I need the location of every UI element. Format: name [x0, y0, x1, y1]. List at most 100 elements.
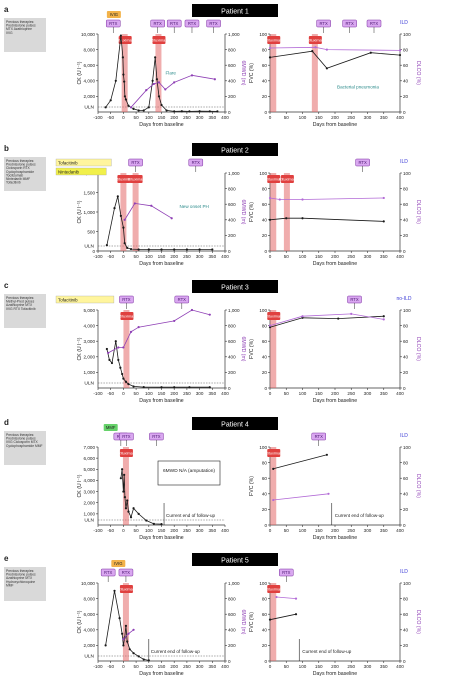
x-tick-label: 400 — [396, 528, 404, 533]
rtx-label: RTX — [170, 21, 179, 26]
y2-tick-label: 100 — [403, 171, 411, 176]
y2-tick-label: 80 — [403, 460, 409, 465]
y-tick-label: 100 — [259, 32, 267, 37]
therapy-line: Prednisolone pulses — [6, 24, 36, 28]
y2-tick-label: 100 — [403, 581, 411, 586]
x-tick-label: 250 — [347, 115, 355, 120]
ivig-label: IVIG — [114, 561, 122, 566]
therapy-line: MTX Azathioprine — [6, 27, 32, 31]
uln-label: ULN — [84, 244, 94, 250]
x-axis-label: Days from baseline — [313, 671, 358, 677]
x-tick-label: 300 — [364, 115, 372, 120]
y-tick-label: 60 — [262, 63, 268, 68]
x-tick-label: 350 — [380, 254, 388, 259]
dlco-point — [275, 595, 278, 599]
patient-header: Patient 5 — [221, 557, 249, 564]
y2-tick-label: 600 — [228, 612, 236, 617]
y2-tick-label: 20 — [403, 507, 409, 512]
y2-tick-label: 20 — [403, 643, 409, 648]
dlco-point — [272, 498, 275, 502]
rtx-label: RTX — [350, 297, 359, 302]
x-tick-label: 150 — [158, 254, 166, 259]
y2-axis-label: 6MWD (m) — [240, 60, 246, 85]
y2-tick-label: 0 — [228, 110, 231, 115]
ck-line — [106, 341, 210, 388]
ck-point — [118, 617, 121, 620]
ck-line — [120, 469, 162, 525]
y2-tick-label: 20 — [403, 233, 409, 238]
y-tick-label: 60 — [262, 202, 268, 207]
x-tick-label: 50 — [284, 528, 290, 533]
ck-point — [137, 655, 140, 658]
ck-point — [124, 380, 128, 383]
sixmwd-point — [129, 106, 133, 109]
ck-point — [108, 358, 111, 362]
x-tick-label: 100 — [145, 115, 153, 120]
therapy-box — [4, 294, 46, 328]
ck-point — [121, 468, 124, 471]
y-tick-label: 0 — [264, 386, 267, 391]
ck-point — [132, 385, 135, 388]
rituximab-band — [122, 583, 129, 661]
nintedanib-bar — [55, 167, 107, 176]
ck-point — [126, 640, 129, 643]
y2-tick-label: 400 — [228, 628, 236, 633]
x-tick-label: 400 — [396, 254, 404, 259]
ck-point — [124, 98, 128, 101]
y-tick-label: 80 — [262, 596, 268, 601]
therapy-line: Azathioprine MTX — [6, 576, 33, 580]
panel-letter: b — [4, 144, 9, 153]
y-tick-label: 8,000 — [84, 596, 96, 601]
uln-label: ULN — [84, 654, 94, 660]
patient-header-bg — [192, 4, 278, 17]
sixmwd-point — [164, 88, 167, 91]
right-chart: 0 20 40 60 80 100 0 20 40 60 80 100 0 50 100 150 200 250 3… — [249, 19, 421, 128]
annotation: Current end of follow-up — [166, 513, 215, 518]
x-tick-label: 350 — [208, 528, 216, 533]
x-tick-label: 300 — [196, 664, 204, 669]
x-tick-label: 200 — [331, 664, 339, 669]
dlco-point — [327, 492, 330, 495]
dlco-point — [268, 46, 272, 50]
ck-point — [114, 340, 117, 343]
ck-point — [128, 648, 131, 651]
x-tick-label: 250 — [183, 115, 191, 120]
rituximab-label-bg — [119, 585, 133, 593]
therapy-line: MMF — [6, 583, 14, 587]
x-tick-label: 200 — [331, 254, 339, 259]
fvc-point — [268, 326, 272, 329]
y-tick-label: 3,000 — [84, 489, 96, 494]
rituximab-band — [120, 173, 127, 251]
y2-axis-label: 6MWD (m) — [240, 609, 246, 634]
x-tick-label: 0 — [269, 528, 272, 533]
therapy-line: IVIG RTX Tofacitinib — [6, 307, 36, 311]
y-tick-label: 10,000 — [81, 581, 95, 586]
x-tick-label: 300 — [196, 254, 204, 259]
y2-tick-label: 20 — [403, 94, 409, 99]
rtx-label: RTX — [131, 160, 140, 165]
x-tick-label: 250 — [347, 664, 355, 669]
rituximab-band — [270, 34, 277, 112]
y2-axis-label: DLCO (%) — [415, 474, 421, 498]
dlco-point — [278, 198, 281, 201]
x-tick-label: 100 — [145, 254, 153, 259]
y-tick-label: 7,000 — [84, 445, 96, 450]
x-tick-label: -100 — [93, 115, 103, 120]
y2-tick-label: 800 — [228, 323, 236, 328]
y-tick-label: 6,000 — [84, 63, 96, 68]
panel-d: d Patient 4 ILD Previous therapies: Predniso… — [4, 417, 421, 541]
left-chart: 2,000 4,000 6,000 8,000 10,000 0 200 400 600 800 1… — [77, 560, 246, 677]
rituximab-label-bg — [129, 175, 143, 183]
ck-point — [119, 477, 122, 480]
sixmwd-point — [107, 351, 110, 354]
x-tick-label: 200 — [170, 115, 178, 120]
x-tick-label: -100 — [93, 664, 103, 669]
fvc-line — [273, 454, 328, 470]
y-tick-label: 4,000 — [84, 323, 96, 328]
y2-tick-label: 400 — [228, 355, 236, 360]
x-tick-label: 400 — [221, 115, 229, 120]
x-tick-label: 250 — [183, 664, 191, 669]
mmf-marker — [103, 424, 118, 431]
dlco-line — [273, 493, 329, 501]
